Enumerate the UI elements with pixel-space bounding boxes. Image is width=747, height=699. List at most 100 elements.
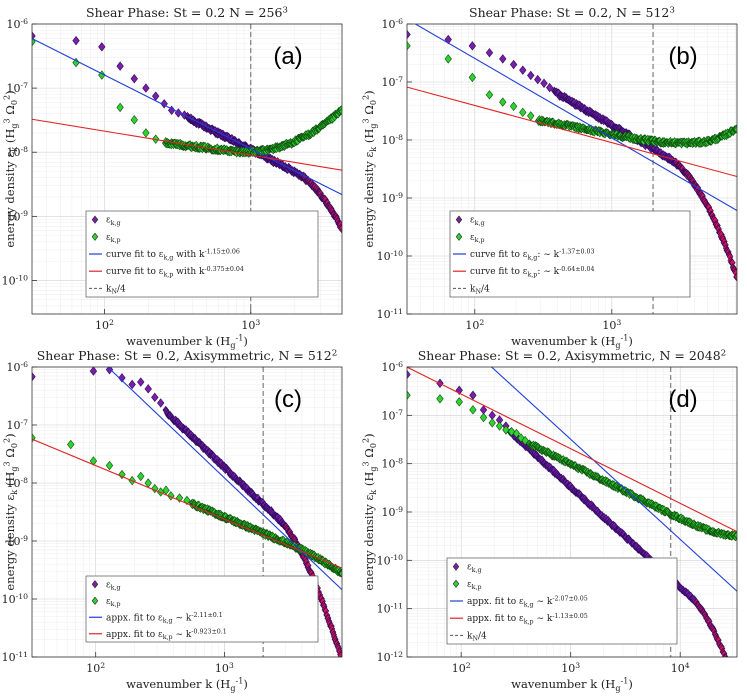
legend-label: appx. fit to εk,g ∼ k-2.07±0.05 bbox=[467, 596, 588, 609]
panel-label: (b) bbox=[668, 43, 697, 70]
legend: εk,g εk,p curve fit to εk,g: ∼ k-1.37±0.03… bbox=[449, 210, 691, 298]
data-point bbox=[468, 41, 477, 51]
data-point bbox=[485, 48, 494, 58]
y-tick-label: 10-8 bbox=[7, 145, 29, 159]
data-point bbox=[733, 272, 737, 281]
y-tick-label: 10-10 bbox=[377, 553, 403, 567]
data-point bbox=[724, 659, 730, 666]
data-point bbox=[733, 682, 739, 689]
data-point bbox=[151, 392, 159, 403]
x-axis-label: wavenumber k (Hg-1) bbox=[126, 334, 248, 350]
legend-entry: εk,g bbox=[452, 562, 482, 574]
legend-entry: appx. fit to εk,p ∼ k-1.13±0.05 bbox=[450, 613, 588, 626]
data-point bbox=[479, 412, 488, 423]
y-axis-label: energy density εk (Hg3 Ω02) bbox=[362, 90, 378, 247]
legend-entry: kN/4 bbox=[89, 284, 126, 296]
y-axis-label: energy density εk (Hg3 Ω02) bbox=[3, 433, 19, 590]
y-tick-label: 10-11 bbox=[377, 601, 403, 615]
chart-title: Shear Phase: St = 0.2, N = 5123 bbox=[469, 5, 675, 20]
y-tick-label: 10-9 bbox=[382, 191, 404, 205]
data-point bbox=[32, 372, 36, 382]
y-tick-label: 10-8 bbox=[382, 133, 404, 147]
data-point bbox=[488, 418, 496, 428]
data-point bbox=[527, 70, 535, 81]
series-eps-kg bbox=[32, 367, 342, 657]
legend-label: εk,p bbox=[106, 233, 121, 244]
legend-marker bbox=[455, 232, 463, 241]
x-tick-label: 103 bbox=[215, 661, 234, 675]
data-point bbox=[469, 405, 477, 415]
data-point bbox=[407, 390, 411, 400]
data-point bbox=[519, 65, 527, 75]
data-point bbox=[338, 107, 342, 116]
data-point bbox=[728, 667, 734, 674]
legend-label: kN/4 bbox=[106, 284, 126, 295]
legend-entry: curve fit to εk,p with k-0.375±0.04 bbox=[89, 266, 244, 279]
data-point bbox=[727, 666, 733, 673]
data-point bbox=[337, 651, 342, 657]
legend-label: kN/4 bbox=[467, 631, 487, 642]
data-point bbox=[444, 54, 452, 64]
legend-entry: εk,g bbox=[91, 580, 121, 592]
legend-label: εk,p bbox=[106, 597, 121, 608]
legend-entry: appx. fit to εk,p ∼ k-0.923±0.1 bbox=[89, 628, 227, 641]
legend-entry: kN/4 bbox=[453, 284, 490, 296]
legend-marker bbox=[91, 215, 99, 224]
legend-label: appx. fit to εk,p ∼ k-1.13±0.05 bbox=[467, 613, 588, 626]
y-tick-label: 10-11 bbox=[2, 650, 28, 664]
data-point bbox=[116, 102, 124, 113]
data-point bbox=[338, 223, 342, 233]
data-point bbox=[512, 428, 521, 439]
plot-content bbox=[407, 24, 737, 314]
panel-label: (c) bbox=[274, 386, 302, 413]
legend-entry: εk,p bbox=[91, 596, 121, 608]
data-point bbox=[540, 78, 548, 88]
data-point bbox=[733, 531, 737, 540]
ticks: 102 103 10-10 10-9 10-8 10-7 10-6 bbox=[2, 17, 261, 332]
x-tick-label: 103 bbox=[241, 318, 260, 332]
y-tick-label: 10-6 bbox=[382, 17, 404, 31]
data-point bbox=[499, 54, 507, 64]
panel-b: 102 103 10-11 10-10 10-9 10-8 10-7 10-6 Shear Ph… bbox=[362, 5, 738, 350]
data-point bbox=[105, 460, 114, 471]
ticks: 102 103 10-11 10-10 10-9 10-8 10-7 10-6 bbox=[377, 17, 622, 332]
y-tick-label: 10-9 bbox=[7, 209, 29, 223]
data-point bbox=[733, 683, 739, 690]
fit-line-kg bbox=[490, 367, 737, 592]
legend-marker bbox=[91, 596, 99, 605]
data-point bbox=[485, 90, 494, 100]
legend-entry: appx. fit to εk,g ∼ k-2.11±0.1 bbox=[89, 612, 223, 625]
legend-marker bbox=[452, 562, 460, 571]
data-point bbox=[67, 439, 75, 450]
legend-marker bbox=[91, 232, 99, 241]
legend-label: curve fit to εk,g: ∼ k-1.37±0.03 bbox=[470, 249, 595, 262]
legend-entry: curve fit to εk,p: ∼ k-0.64±0.04 bbox=[453, 266, 595, 278]
data-point bbox=[142, 83, 150, 93]
data-point bbox=[72, 35, 80, 46]
data-point bbox=[118, 373, 126, 383]
data-point bbox=[729, 670, 735, 677]
data-point bbox=[168, 105, 176, 116]
data-point bbox=[105, 367, 114, 375]
chart-title: Shear Phase: St = 0.2, Axisymmetric, N =… bbox=[37, 348, 338, 363]
legend: εk,g εk,p appx. fit to εk,g ∼ k-2.07±0.05 a… bbox=[446, 557, 678, 645]
y-tick-label: 10-8 bbox=[382, 456, 404, 470]
data-point bbox=[144, 384, 152, 394]
legend-label: curve fit to εk,p with k-0.375±0.04 bbox=[106, 266, 244, 279]
data-point bbox=[128, 379, 136, 390]
axes-frame bbox=[406, 23, 738, 315]
data-point bbox=[731, 677, 737, 684]
data-point bbox=[733, 125, 737, 134]
data-point bbox=[407, 29, 411, 40]
data-point bbox=[142, 128, 150, 138]
y-tick-label: 10-6 bbox=[7, 17, 29, 31]
x-tick-label: 102 bbox=[86, 661, 105, 675]
data-point bbox=[130, 74, 138, 84]
data-point bbox=[157, 398, 165, 408]
fit-line-kp bbox=[32, 438, 342, 569]
legend-label: εk,g bbox=[106, 216, 121, 227]
legend-marker bbox=[455, 215, 463, 224]
legend-entry: εk,p bbox=[91, 232, 121, 244]
y-tick-label: 10-10 bbox=[2, 592, 28, 606]
data-point bbox=[89, 367, 98, 376]
